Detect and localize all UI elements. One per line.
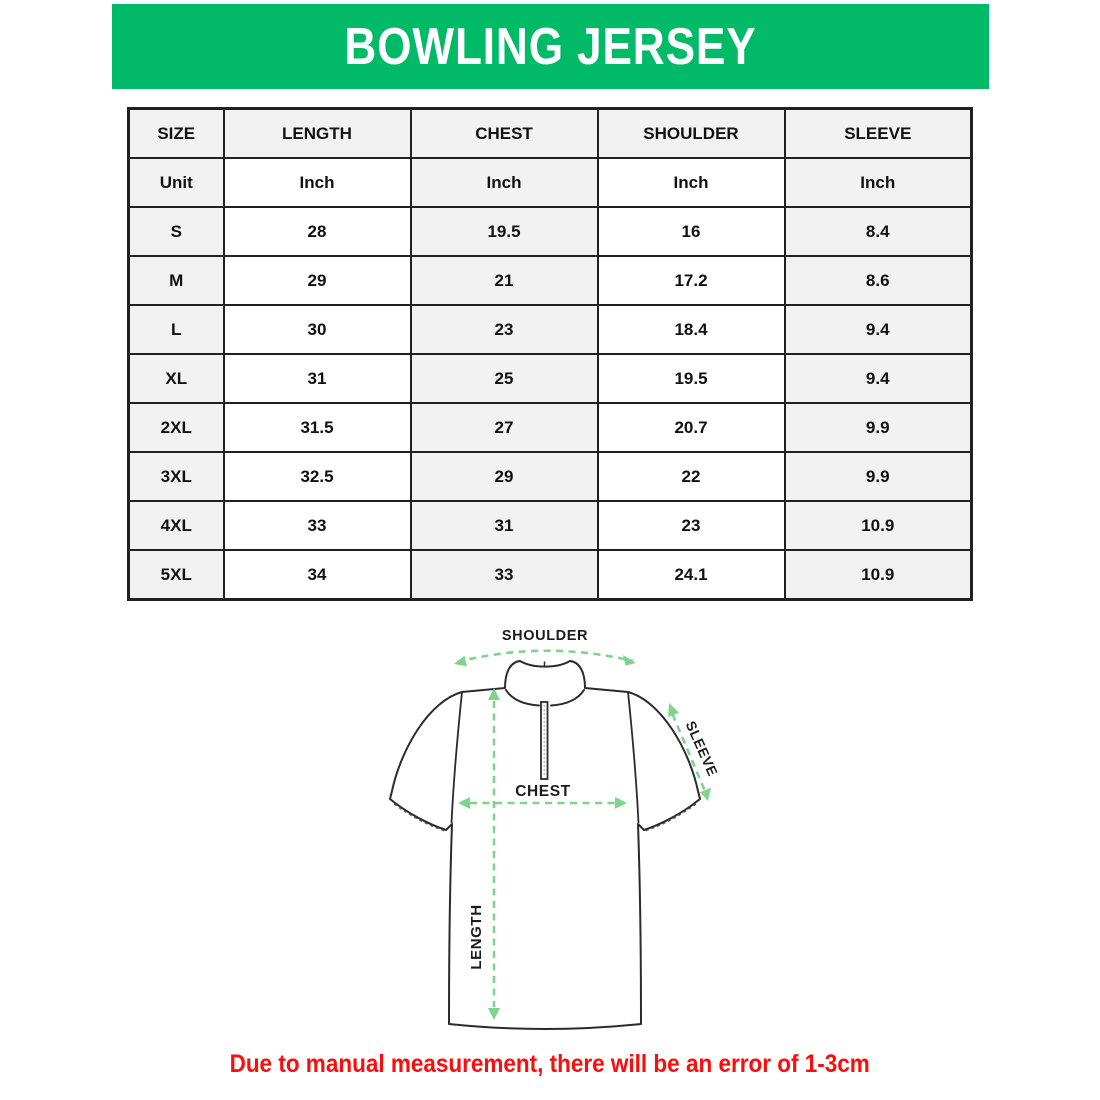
table-cell: 9.4 [783, 353, 973, 404]
table-cell: 9.9 [783, 451, 973, 502]
table-cell: Inch [409, 157, 599, 208]
row-label: S [127, 206, 225, 257]
length-label: LENGTH [468, 904, 485, 969]
collar-inner-left [505, 689, 540, 707]
table-cell: 33 [222, 500, 412, 551]
row-label: L [127, 304, 225, 355]
table-cell: 10.9 [783, 500, 973, 551]
disclaimer-text: Due to manual measurement, there will be… [229, 1050, 871, 1078]
table-cell: 31 [222, 353, 412, 404]
table-cell: 21 [409, 255, 599, 306]
table-cell: 8.4 [783, 206, 973, 257]
table-cell: 22 [596, 451, 786, 502]
table-row: L 30 23 18.4 9.4 [127, 304, 973, 355]
table-cell: 9.4 [783, 304, 973, 355]
shoulder-arrowhead-right [623, 655, 636, 666]
row-label: 2XL [127, 402, 225, 453]
table-cell: 33 [409, 549, 599, 601]
table-row: 2XL 31.5 27 20.7 9.9 [127, 402, 973, 453]
shoulder-label: SHOULDER [502, 628, 588, 644]
table-cell: 31 [409, 500, 599, 551]
chest-arrowhead-right [615, 797, 627, 809]
table-row: S 28 19.5 16 8.4 [127, 206, 973, 257]
jersey-outline-icon [389, 660, 701, 1030]
zipper-icon [540, 701, 549, 780]
table-cell: 25 [409, 353, 599, 404]
length-arrowhead-bottom [488, 1008, 500, 1020]
measurement-disclaimer: Due to manual measurement, there will be… [0, 1050, 1100, 1079]
sleeve-arrow [671, 713, 706, 791]
table-cell: 27 [409, 402, 599, 453]
page-title: BOWLING JERSEY [344, 17, 757, 76]
table-cell: 19.5 [596, 353, 786, 404]
cuff-stitch-right [644, 803, 697, 832]
shoulder-arrowhead-left [454, 655, 467, 667]
jersey-measurement-diagram: SHOULDER SLEEVE CHEST LENGTH [368, 610, 752, 1062]
table-cell: 20.7 [596, 402, 786, 453]
table-cell: 23 [596, 500, 786, 551]
chest-arrowhead-left [458, 797, 470, 809]
size-chart-table: SIZE LENGTH CHEST SHOULDER SLEEVE Unit I… [127, 107, 973, 601]
table-cell: 30 [222, 304, 412, 355]
table-cell: 17.2 [596, 255, 786, 306]
column-header-chest: CHEST [409, 107, 599, 159]
table-header-row: SIZE LENGTH CHEST SHOULDER SLEEVE [127, 107, 973, 159]
cuff-stitch-left [393, 803, 446, 832]
table-cell: 31.5 [222, 402, 412, 453]
table-cell: Inch [783, 157, 973, 208]
chest-label: CHEST [515, 783, 571, 800]
table-cell: 34 [222, 549, 412, 601]
table-row: 5XL 34 33 24.1 10.9 [127, 549, 973, 601]
table-cell: Inch [222, 157, 412, 208]
row-label: XL [127, 353, 225, 404]
row-label: 5XL [127, 549, 225, 601]
table-cell: 29 [222, 255, 412, 306]
shoulder-arrow [456, 649, 634, 664]
table-row: M 29 21 17.2 8.6 [127, 255, 973, 306]
row-label: Unit [127, 157, 225, 208]
column-header-size: SIZE [127, 107, 225, 159]
table-row: XL 31 25 19.5 9.4 [127, 353, 973, 404]
table-cell: 18.4 [596, 304, 786, 355]
row-label: 4XL [127, 500, 225, 551]
armhole-seam-right [627, 691, 640, 824]
table-cell: 32.5 [222, 451, 412, 502]
row-label: 3XL [127, 451, 225, 502]
table-cell: 28 [222, 206, 412, 257]
table-cell: 16 [596, 206, 786, 257]
table-cell: 10.9 [783, 549, 973, 601]
header-banner: BOWLING JERSEY [112, 4, 989, 89]
sleeve-arrowhead-top [668, 703, 680, 718]
table-row: 3XL 32.5 29 22 9.9 [127, 451, 973, 502]
length-arrowhead-top [488, 688, 500, 700]
table-row: Unit Inch Inch Inch Inch [127, 157, 973, 208]
table-cell: 24.1 [596, 549, 786, 601]
armhole-seam-left [450, 691, 463, 824]
table-cell: 23 [409, 304, 599, 355]
table-row: 4XL 33 31 23 10.9 [127, 500, 973, 551]
table-cell: Inch [596, 157, 786, 208]
collar-inner-right [550, 689, 585, 707]
table-cell: 19.5 [409, 206, 599, 257]
column-header-sleeve: SLEEVE [783, 107, 973, 159]
sleeve-arrowhead-bottom [700, 787, 711, 801]
table-cell: 8.6 [783, 255, 973, 306]
row-label: M [127, 255, 225, 306]
table-cell: 29 [409, 451, 599, 502]
column-header-length: LENGTH [222, 107, 412, 159]
column-header-shoulder: SHOULDER [596, 107, 786, 159]
table-cell: 9.9 [783, 402, 973, 453]
